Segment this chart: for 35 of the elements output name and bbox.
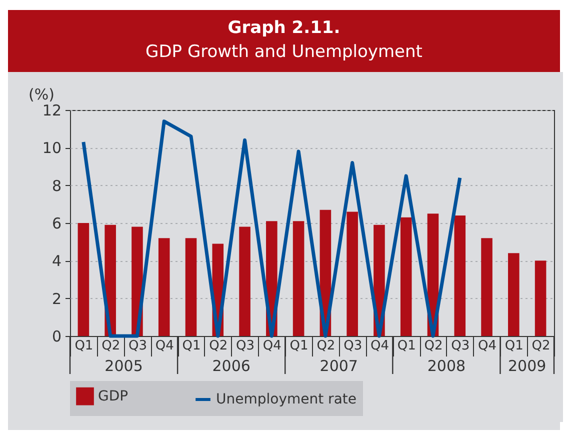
legend-label: Unemployment rate [216,392,356,408]
x-tick-label: Q4 [370,338,389,354]
y-tick-label: 0 [52,328,62,346]
x-tick-label: Q1 [397,338,416,354]
x-tick-label: Q2 [532,338,550,354]
x-tick-label: Q1 [504,338,524,354]
x-tick-label: Q3 [128,338,147,354]
x-tick-label: Q2 [102,338,120,354]
text: 2006 [212,357,250,375]
chart-subtitle: GDP Growth and Unemployment [144,41,424,64]
y-tick-label: 10 [42,139,62,158]
legend-label: GDP [98,388,128,404]
x-tick-label: Q3 [451,338,470,354]
text: 2005 [104,357,143,375]
x-tick-label: Q2 [316,338,336,354]
x-tick-label: Q1 [290,338,308,354]
text: 2007 [320,357,358,375]
text: 2009 [508,357,546,375]
x-tick-label: Q1 [182,338,201,354]
chart-title: Graph 2.11. [226,17,342,40]
x-tick-label: Q2 [209,338,228,354]
text: 2008 [427,357,466,375]
x-tick-label: Q2 [424,338,443,354]
x-tick-label: Q3 [344,338,362,354]
y-tick-label: 4 [52,252,62,270]
y-tick-label: 6 [52,214,62,232]
y-tick-label: 2 [52,290,62,308]
y-axis-title: (%) [28,86,54,104]
x-tick-label: Q4 [155,338,174,354]
y-tick-label: 8 [52,176,62,195]
x-tick-label: Q3 [236,338,255,354]
x-tick-label: Q4 [262,338,282,354]
y-tick-label: 12 [42,102,62,120]
x-tick-label: Q1 [74,338,94,354]
x-tick-label: Q4 [478,338,497,354]
